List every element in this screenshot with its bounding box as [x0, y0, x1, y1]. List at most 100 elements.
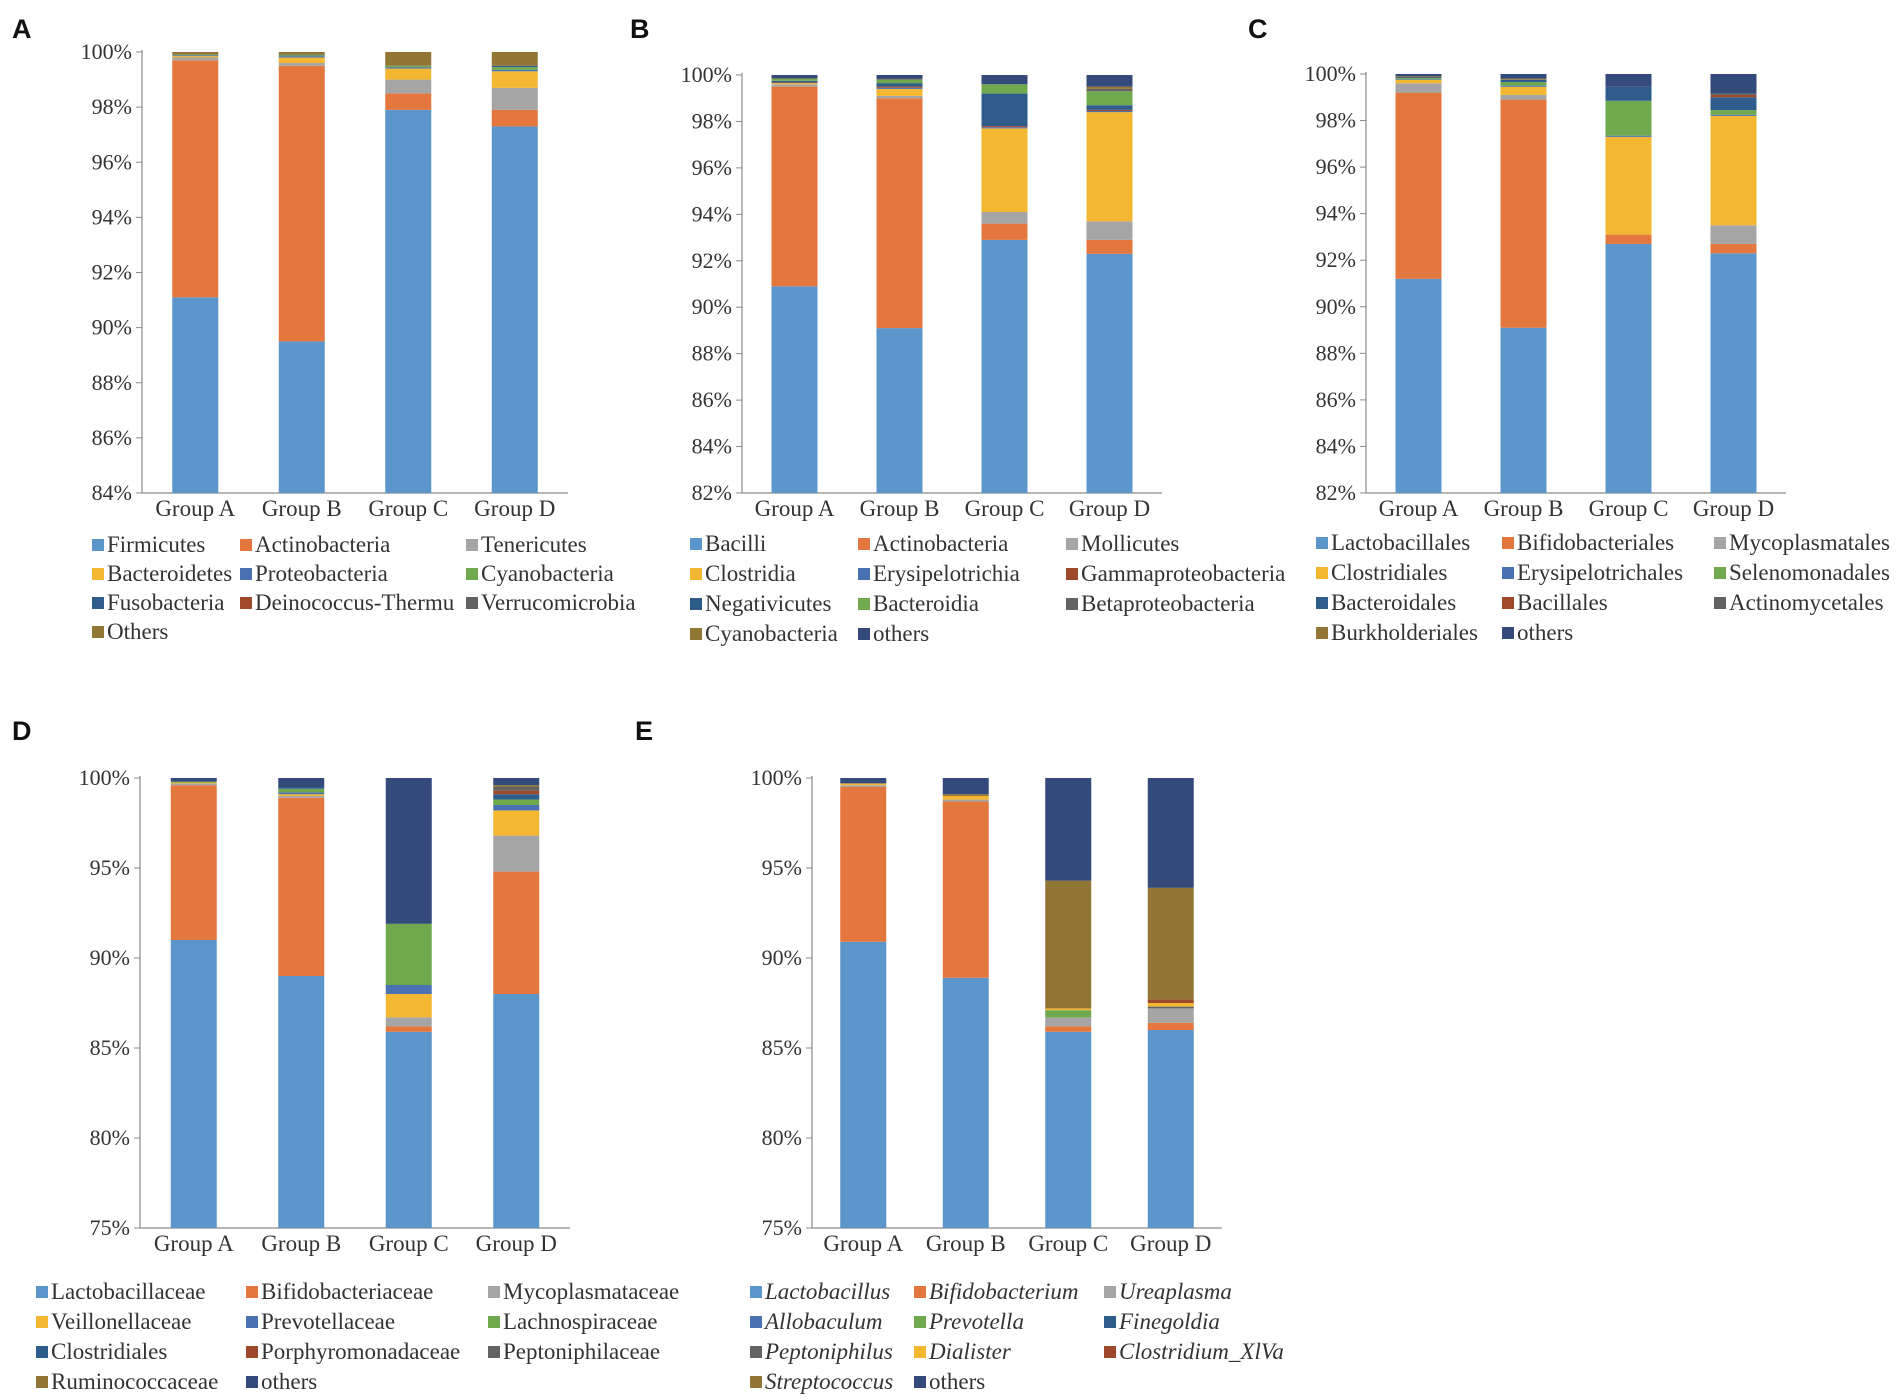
y-tick-label: 100%: [1305, 61, 1356, 86]
bar-segment: [1086, 239, 1133, 254]
bar-segment: [1605, 136, 1652, 235]
bar-segment: [1500, 78, 1547, 80]
bar-segment: [491, 71, 538, 88]
y-tick-label: 86%: [1316, 387, 1356, 412]
category-label: Group A: [823, 1231, 903, 1256]
legend-swatch: [690, 538, 702, 550]
bar-segment: [278, 56, 325, 58]
legend-swatch: [240, 597, 252, 609]
bar-segment: [1395, 74, 1442, 77]
bar-segment: [385, 994, 432, 1018]
bar-segment: [493, 785, 540, 787]
bar-segment: [1395, 83, 1442, 93]
y-tick-label: 100%: [79, 765, 130, 790]
bar-segment: [493, 794, 540, 800]
legend-swatch: [914, 1376, 926, 1388]
panel-letter: D: [12, 716, 32, 746]
bar-segment: [172, 57, 219, 61]
panel-letter: A: [12, 14, 32, 44]
category-label: Group B: [1484, 496, 1564, 521]
legend-label: Lachnospiraceae: [503, 1309, 658, 1334]
legend-swatch: [1104, 1346, 1116, 1358]
bar-segment: [1710, 243, 1757, 254]
bar-segment: [385, 985, 432, 994]
legend-label: others: [873, 621, 929, 646]
category-label: Group D: [1693, 496, 1774, 521]
legend-label: Actinobacteria: [873, 531, 1008, 556]
legend-label: Allobaculum: [763, 1309, 883, 1334]
category-label: Group B: [261, 1231, 341, 1256]
legend-label: Gammaproteobacteria: [1081, 561, 1285, 586]
y-tick-label: 98%: [92, 94, 132, 119]
y-tick-label: 94%: [1316, 201, 1356, 226]
legend-label: Bacteroidales: [1331, 590, 1456, 615]
bar-segment: [1147, 887, 1194, 1000]
bar-segment: [1045, 1008, 1092, 1011]
legend-label: others: [929, 1369, 985, 1394]
bar-segment: [1086, 88, 1133, 92]
bar-segment: [1500, 99, 1547, 328]
panel-c: C 82% 84% 86% 88% 90% 92% 94% 96% 98% 100% Group A…: [1248, 14, 1890, 645]
legend-swatch: [858, 568, 870, 580]
y-tick-label: 75%: [90, 1215, 130, 1240]
bar-segment: [1395, 76, 1442, 78]
y-tick-label: 98%: [1316, 108, 1356, 133]
legend-label: Fusobacteria: [107, 590, 225, 615]
y-tick-label: 92%: [692, 248, 732, 273]
bar-segment: [1045, 778, 1092, 881]
bar-segment: [278, 63, 325, 66]
bar-segment: [1395, 92, 1442, 279]
bar-segment: [1710, 93, 1757, 95]
legend-label: Verrucomicrobia: [481, 590, 636, 615]
y-tick-label: 85%: [90, 1035, 130, 1060]
bar-segment: [771, 86, 818, 287]
legend-label: Firmicutes: [107, 532, 205, 557]
bar-segment: [942, 801, 989, 978]
category-label: Group D: [1069, 496, 1150, 521]
bar-segment: [1710, 115, 1757, 226]
bar-segment: [1086, 221, 1133, 240]
bar-segment: [385, 1017, 432, 1027]
legend-label: Selenomonadales: [1729, 560, 1890, 585]
bar-segment: [493, 790, 540, 795]
bar-segment: [771, 75, 818, 79]
bar-segment: [1147, 1006, 1194, 1009]
bar-segment: [1045, 1031, 1092, 1228]
category-label: Group C: [369, 1231, 449, 1256]
legend-swatch: [750, 1346, 762, 1358]
bar-segment: [493, 835, 540, 872]
bar-segment: [1605, 243, 1652, 493]
y-tick-label: 96%: [692, 155, 732, 180]
y-tick-label: 95%: [90, 855, 130, 880]
bar-segment: [771, 84, 818, 87]
y-tick-label: 85%: [762, 1035, 802, 1060]
legend-swatch: [488, 1286, 500, 1298]
bar-segment: [876, 78, 923, 80]
legend-swatch: [466, 597, 478, 609]
bar-segment: [876, 88, 923, 96]
bar-segment: [1710, 253, 1757, 493]
y-tick-label: 92%: [1316, 247, 1356, 272]
category-label: Group A: [155, 496, 235, 521]
bar-segment: [385, 1031, 432, 1228]
bar-segment: [942, 977, 989, 1228]
panel-a: A 84% 86% 88% 90% 92% 94% 96% 98% 100% Group A Gro…: [12, 14, 636, 644]
bar-segment: [493, 994, 540, 1228]
legend-label: Clostridiales: [51, 1339, 167, 1364]
bar-segment: [771, 81, 818, 83]
bar-segment: [172, 297, 219, 493]
bar-segment: [491, 126, 538, 493]
bar-segment: [491, 67, 538, 70]
bar-segment: [172, 60, 219, 298]
category-label: Group B: [926, 1231, 1006, 1256]
bar-segment: [278, 65, 325, 342]
legend-swatch: [1714, 567, 1726, 579]
bar-segment: [278, 794, 325, 796]
legend-swatch: [750, 1316, 762, 1328]
bar-segment: [1500, 327, 1547, 493]
bar-segment: [771, 83, 818, 85]
bar-segment: [1086, 109, 1133, 111]
y-tick-label: 88%: [92, 370, 132, 395]
bar-segment: [278, 55, 325, 57]
legend-label: Bacteroidia: [873, 591, 979, 616]
